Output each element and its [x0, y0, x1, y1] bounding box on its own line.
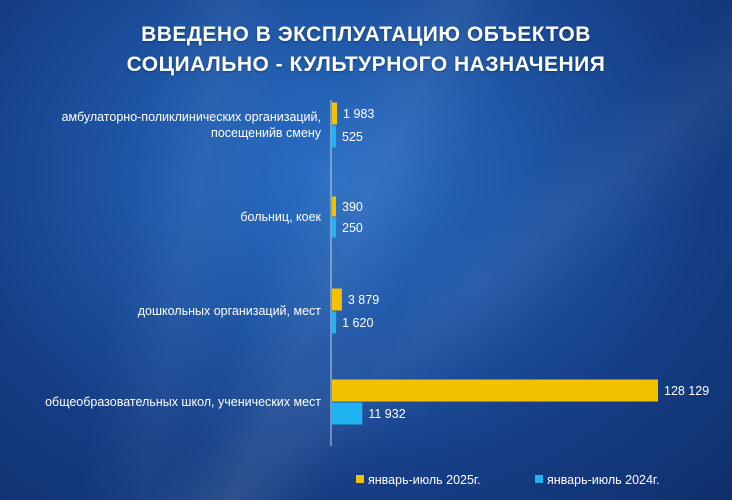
chart-title-line-2: СОЦИАЛЬНО - КУЛЬТУРНОГО НАЗНАЧЕНИЯ: [126, 53, 606, 76]
category-label-1-0: больниц, коек: [240, 210, 321, 224]
legend-swatch-2024: [535, 475, 543, 483]
value-label-2025-2: 3 879: [348, 293, 379, 307]
bar-2025-0: [332, 102, 338, 125]
value-label-2025-0: 1 983: [343, 107, 374, 121]
value-label-2024-2: 1 620: [342, 316, 373, 330]
legend-label-2025: январь-июль 2025г.: [368, 473, 480, 487]
category-label-0-0: амбулаторно-поликлинических организаций,: [62, 110, 321, 124]
bar-2024-2: [332, 311, 337, 334]
value-label-2024-1: 250: [342, 221, 363, 235]
value-label-2024-0: 525: [342, 130, 363, 144]
category-label-3-0: общеобразовательных школ, ученических ме…: [45, 395, 321, 409]
bar-2024-1: [332, 217, 336, 238]
bar-2024-0: [332, 125, 336, 148]
category-label-2-0: дошкольных организаций, мест: [138, 304, 322, 318]
chart-title-line-1: ВВЕДЕНО В ЭКСПЛУАТАЦИЮ ОБЪЕКТОВ: [141, 23, 591, 46]
legend-swatch-2025: [356, 475, 364, 483]
category-label-0-1: посещенийв смену: [211, 126, 322, 140]
value-label-2024-3: 11 932: [368, 407, 405, 421]
bar-2024-3: [332, 402, 363, 425]
value-label-2025-3: 128 129: [664, 384, 709, 398]
legend-label-2024: январь-июль 2024г.: [547, 473, 659, 487]
bar-2025-1: [332, 196, 336, 217]
bar-2025-3: [332, 379, 658, 402]
bar-2025-2: [332, 288, 342, 311]
value-label-2025-1: 390: [342, 200, 363, 214]
